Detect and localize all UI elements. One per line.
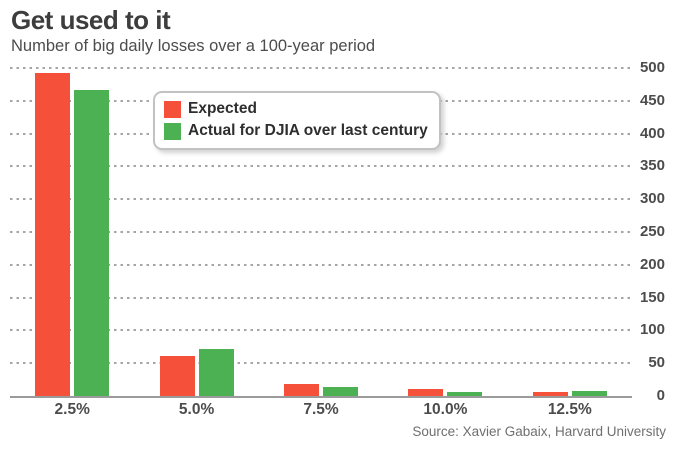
bar-expected-2.5% [35, 73, 71, 396]
gridline-300 [10, 198, 632, 201]
chart-title: Get used to it [11, 5, 171, 35]
bar-actual-7.5% [323, 386, 358, 396]
gridline-150 [10, 296, 632, 299]
bar-group-7.5% [284, 384, 358, 396]
bar-group-2.5% [35, 73, 110, 396]
y-axis: 0 50 100 150 200 250 300 350 400 450 500 [634, 59, 665, 404]
y-tick-label-200: 200 [639, 255, 665, 273]
bar-expected-10.0% [408, 389, 444, 396]
x-axis: 2.5% 5.0% 7.5% 10.0% 12.5% [10, 401, 632, 423]
x-tick-label-2.5%: 2.5% [54, 401, 90, 418]
gridline-50 [10, 362, 632, 365]
x-tick-label-5.0%: 5.0% [178, 401, 215, 418]
expected-swatch-icon [164, 100, 181, 118]
y-tick-label-250: 250 [639, 223, 665, 240]
legend-label-expected: Expected [188, 100, 257, 117]
y-tick-label-50: 50 [648, 354, 665, 372]
y-tick-label-350: 350 [639, 157, 665, 175]
gridline-500 [10, 67, 632, 69]
y-tick-label-500: 500 [639, 59, 665, 76]
gridline-100 [10, 329, 632, 332]
bar-actual-10.0% [447, 392, 483, 396]
legend: Expected Actual for DJIA over last centu… [153, 91, 441, 150]
bar-expected-7.5% [284, 384, 319, 396]
bar-actual-5.0% [198, 348, 234, 396]
gridline-200 [10, 263, 632, 266]
legend-item-expected: Expected [164, 98, 428, 120]
y-tick-label-150: 150 [639, 288, 665, 306]
y-tick-label-0: 0 [656, 387, 665, 404]
y-tick-label-450: 450 [639, 91, 665, 109]
gridline-350 [10, 165, 632, 168]
legend-label-actual: Actual for DJIA over last century [188, 122, 428, 139]
bar-group-12.5% [532, 391, 607, 396]
bar-actual-2.5% [74, 89, 110, 396]
x-tick-label-7.5%: 7.5% [303, 401, 339, 418]
legend-item-actual: Actual for DJIA over last century [164, 120, 428, 142]
bar-group-5.0% [159, 348, 234, 396]
source-attribution: Source: Xavier Gabaix, Harvard Universit… [412, 424, 666, 439]
gridline-250 [10, 231, 632, 233]
y-tick-label-100: 100 [639, 321, 665, 339]
y-tick-label-300: 300 [639, 190, 665, 208]
y-tick-label-400: 400 [639, 124, 665, 142]
actual-swatch-icon [164, 122, 181, 140]
x-tick-label-12.5%: 12.5% [547, 401, 592, 418]
bar-expected-5.0% [159, 355, 195, 396]
x-tick-label-10.0%: 10.0% [423, 401, 468, 418]
bar-group-10.0% [408, 389, 483, 396]
bar-actual-12.5% [571, 391, 607, 396]
bar-expected-12.5% [532, 392, 568, 396]
chart-subtitle: Number of big daily losses over a 100-ye… [11, 37, 376, 55]
plot-area [10, 67, 632, 398]
